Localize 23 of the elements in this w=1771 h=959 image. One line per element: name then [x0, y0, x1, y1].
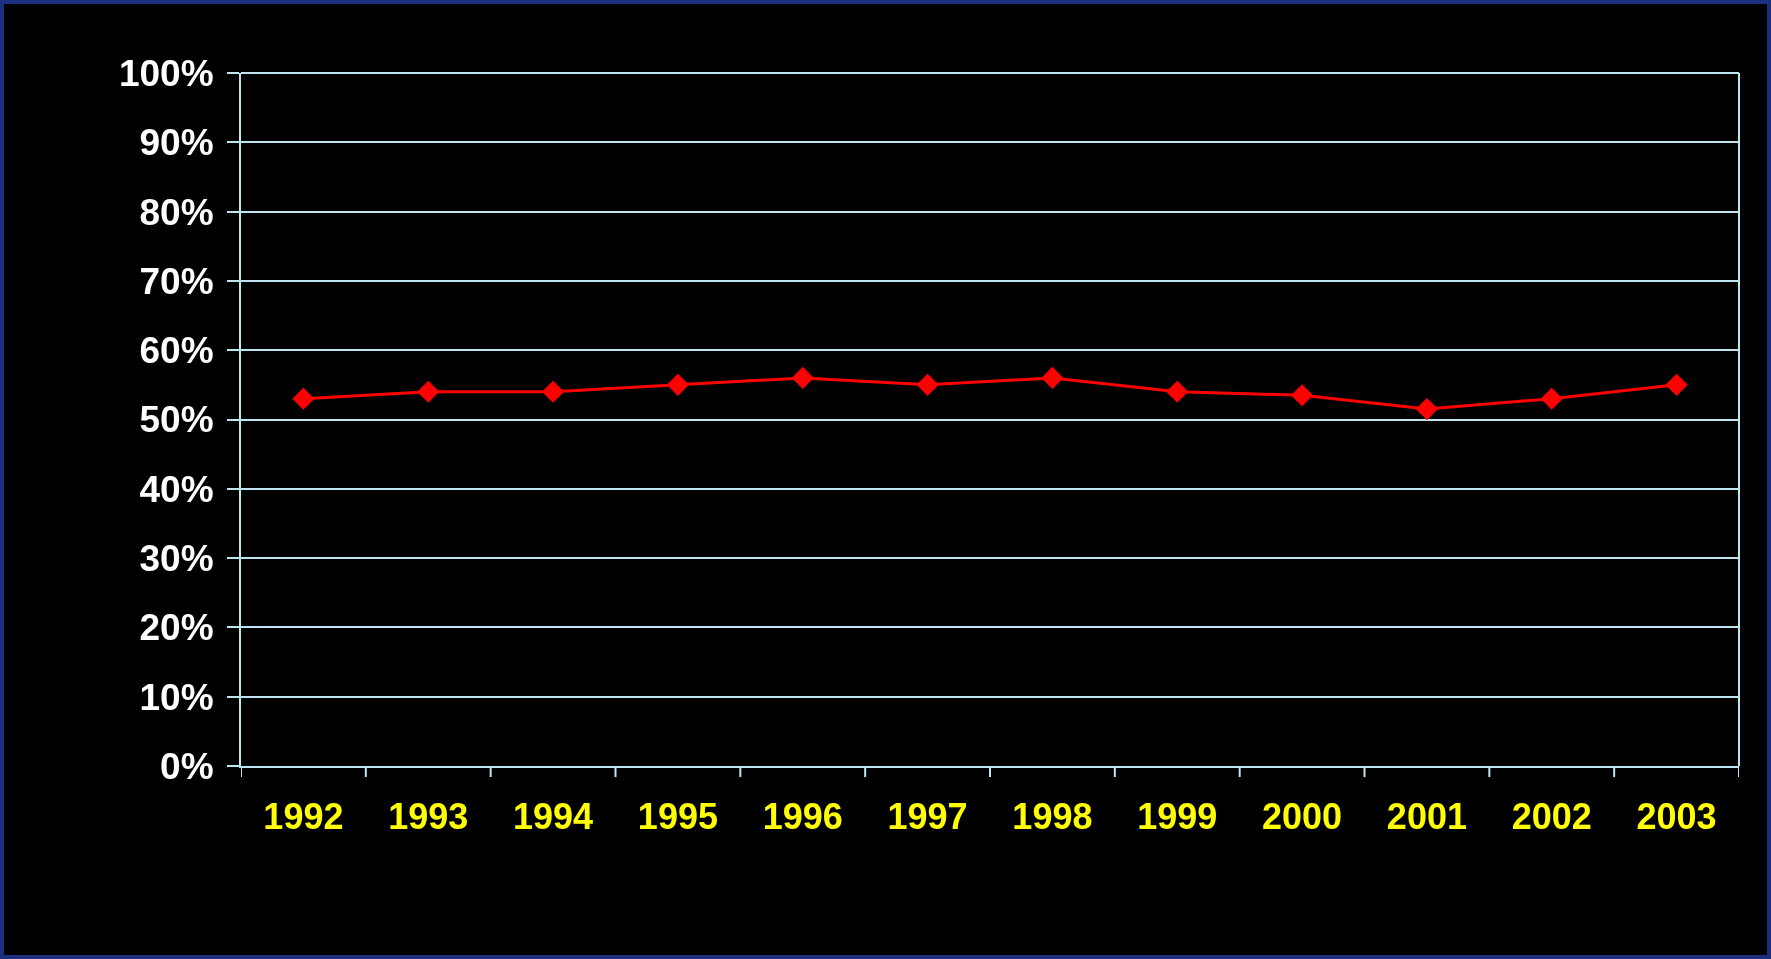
x-tick-label: 1996 [762, 796, 843, 838]
x-tick-label: 1998 [1012, 796, 1093, 838]
y-tick-label: 40% [139, 468, 214, 510]
x-tick-label: 2002 [1511, 796, 1592, 838]
x-tick-label: 1993 [388, 796, 469, 838]
y-tick-label: 100% [118, 52, 214, 94]
y-tick-label: 70% [139, 260, 214, 302]
y-tick-label: 80% [139, 191, 214, 233]
y-tick-label: 50% [139, 399, 214, 441]
x-tick-label: 1995 [637, 796, 718, 838]
x-tick-label: 2000 [1262, 796, 1343, 838]
x-tick-label: 1992 [263, 796, 344, 838]
x-tick-label: 1997 [887, 796, 968, 838]
y-tick-label: 90% [139, 122, 214, 164]
y-tick-label: 20% [139, 607, 214, 649]
x-tick-label: 1999 [1137, 796, 1218, 838]
y-tick-label: 60% [139, 330, 214, 372]
x-tick-label: 2001 [1386, 796, 1467, 838]
x-tick-label: 2003 [1636, 796, 1717, 838]
y-tick-label: 0% [160, 745, 214, 787]
y-tick-label: 30% [139, 538, 214, 580]
x-tick-label: 1994 [513, 796, 594, 838]
y-tick-label: 10% [139, 676, 214, 718]
